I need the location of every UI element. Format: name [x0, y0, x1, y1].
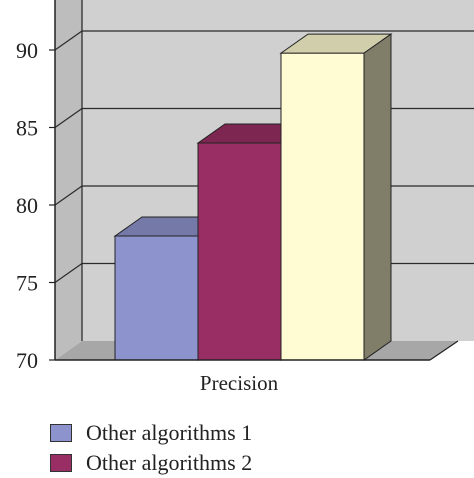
y-tick-label: 70: [16, 348, 38, 373]
bar-chart: 70 75 80 85 90 Precision: [16, 0, 474, 395]
bars: [113, 33, 393, 361]
bar-front: [280, 52, 365, 361]
legend: Other algorithms 1 Other algorithms 2: [50, 418, 470, 478]
y-tick-label: 90: [16, 38, 38, 63]
legend-item: Other algorithms 2: [50, 448, 470, 478]
legend-label-1: Other algorithms 1: [86, 420, 253, 445]
floor-edge: [429, 340, 459, 361]
legend-swatch-2: [50, 454, 72, 472]
legend-swatch-1: [50, 424, 72, 442]
bar: [279, 33, 393, 361]
side-wall: [55, 0, 82, 360]
bar-front: [197, 142, 282, 361]
gridline-side: [54, 263, 83, 283]
legend-label-2: Other algorithms 2: [86, 450, 253, 475]
bar-front: [114, 235, 199, 361]
category-label: Precision: [200, 371, 279, 395]
legend-item: Other algorithms 1: [50, 418, 470, 448]
gridline-side: [54, 30, 83, 51]
y-tick-labels: 70 75 80 85 90: [16, 38, 38, 373]
axes: [49, 0, 459, 361]
y-tick-label: 85: [16, 116, 38, 141]
y-tick-label: 80: [16, 193, 38, 218]
y-tick-label: 75: [16, 271, 38, 296]
gridline-side: [54, 108, 83, 128]
gridline-side: [54, 185, 83, 206]
bar-side: [363, 33, 392, 361]
